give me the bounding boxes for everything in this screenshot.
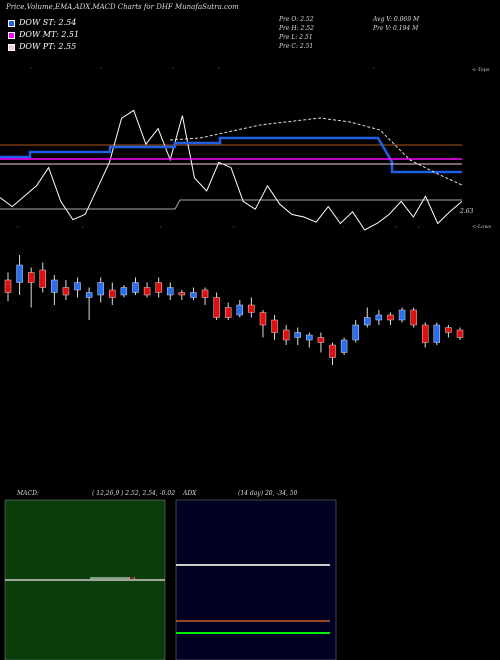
candle-body	[387, 314, 394, 321]
adx-background	[175, 499, 337, 660]
candle-body	[120, 287, 128, 296]
legend-swatch-st	[8, 20, 15, 27]
chart-title: Price,Volume,EMA,ADX,MACD Charts for DHF…	[6, 3, 239, 11]
low-tick-2: ’	[160, 226, 162, 232]
candle-body	[236, 304, 243, 316]
top-tick-0: ’	[30, 67, 32, 73]
info-high: Pre H: 2.52	[279, 25, 314, 32]
candle-body	[51, 279, 58, 293]
top-tick-4: ’	[373, 67, 375, 73]
legend-dow-mt: DOW MT: 2.51	[19, 30, 80, 39]
candle-body	[213, 297, 220, 318]
candle-body	[97, 282, 104, 296]
candle-body	[433, 324, 441, 343]
macd-params: ( 12,26,9 ) 2.52, 2.54, -0.02	[92, 490, 176, 497]
info-pre-vol: Pre V: 0.194 M	[373, 25, 419, 32]
candle-body	[225, 307, 232, 318]
info-open: Pre O: 2.52	[279, 16, 314, 23]
candle-body	[143, 287, 151, 296]
price-label: 2.63	[460, 208, 474, 215]
candle-body	[456, 329, 464, 338]
candle-body	[74, 282, 81, 291]
lows-label: <-Lows	[472, 224, 492, 230]
legend-swatch-mt	[8, 32, 15, 39]
candle-body	[352, 324, 359, 341]
info-low: Pre L: 2.51	[279, 34, 313, 41]
low-tick-0: ’	[17, 226, 19, 232]
info-avg-vol: Avg V: 0.069 M	[373, 16, 420, 23]
candle-body	[271, 319, 278, 333]
candlestick-chart	[4, 255, 464, 365]
top-tick-2: ’	[172, 67, 174, 73]
candle-body	[27, 272, 35, 283]
legend-dow-pt: DOW PT: 2.55	[19, 42, 77, 51]
legend-swatch-pt	[8, 44, 15, 51]
candle-body	[375, 314, 383, 321]
candle-body	[178, 292, 186, 296]
candle-body	[39, 269, 46, 288]
candle-body	[398, 309, 406, 321]
candle-body	[155, 282, 162, 293]
candle-body	[329, 344, 336, 358]
ema-dashed-line	[169, 117, 463, 186]
top-tick-3: ’	[218, 67, 220, 73]
candle-body	[16, 264, 23, 283]
dow-st-line	[0, 136, 462, 174]
candle-body	[445, 327, 452, 333]
low-tick-4: ’	[343, 226, 345, 232]
low-tick-5: ’	[395, 226, 397, 232]
candle-body	[410, 309, 417, 326]
candle-body	[422, 324, 429, 343]
candle-body	[167, 287, 174, 296]
low-tick-1: ’	[82, 226, 84, 232]
low-tick-6: ’	[418, 226, 420, 232]
candle-body	[317, 337, 325, 343]
candle-body	[340, 339, 348, 353]
info-close: Pre C: 2.51	[279, 43, 314, 50]
top-tick-1: ’	[100, 67, 102, 73]
candle-body	[294, 332, 301, 338]
legend-dow-st: DOW ST: 2.54	[19, 18, 77, 27]
price-line	[0, 109, 463, 231]
price-overview-chart: ’ ’ ’ ’ ’ ’ ’ ’ ’ ’ ’ ’	[0, 67, 463, 232]
adx-params: (14 day) 20, -34, 50	[238, 490, 298, 497]
candle-body	[306, 334, 313, 341]
candle-body	[4, 279, 12, 293]
adx-label: ADX	[183, 490, 197, 497]
candle-body	[85, 292, 93, 298]
candle-body	[109, 289, 116, 298]
candle-body	[190, 292, 197, 298]
macd-label: MACD:	[17, 490, 39, 497]
candle-body	[259, 312, 267, 326]
candle-body	[62, 287, 70, 296]
tops-label: <-Tops	[472, 67, 490, 73]
candle-body	[364, 317, 371, 326]
candle-body	[201, 289, 209, 298]
candle-body	[132, 282, 139, 293]
candle-body	[282, 329, 290, 341]
low-tick-3: ’	[233, 226, 235, 232]
candle-body	[248, 304, 255, 313]
